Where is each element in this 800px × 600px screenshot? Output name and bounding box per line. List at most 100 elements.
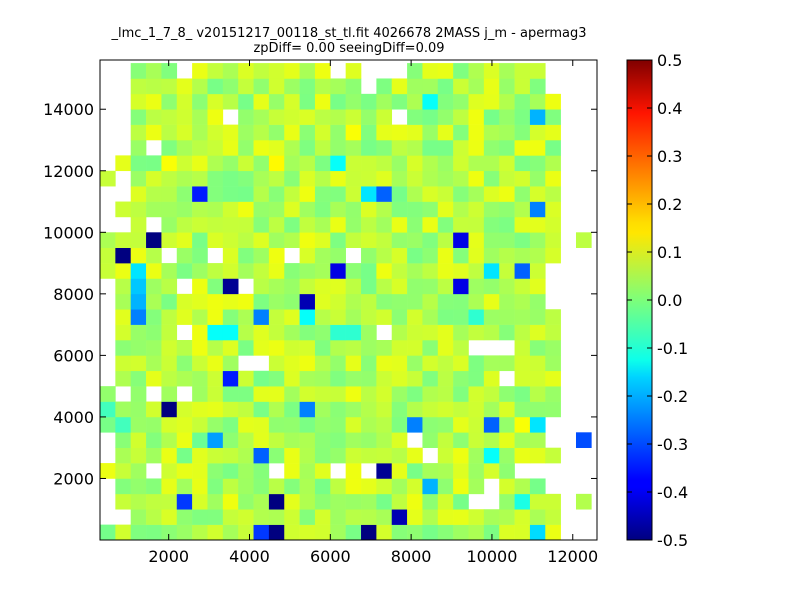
- heatmap-cell: [222, 63, 239, 79]
- heatmap-cell: [115, 293, 131, 310]
- heatmap-cell: [330, 340, 346, 356]
- heatmap-cell: [314, 478, 331, 495]
- heatmap-cell: [222, 447, 239, 464]
- heatmap-cell: [361, 524, 377, 541]
- heatmap-cell: [545, 386, 561, 402]
- heatmap-cell: [483, 63, 500, 79]
- heatmap-cell: [176, 93, 193, 110]
- heatmap-cell: [345, 355, 362, 372]
- heatmap-cell: [115, 463, 131, 479]
- heatmap-cell: [437, 278, 454, 295]
- heatmap-cell: [499, 509, 515, 525]
- heatmap-cell: [330, 278, 346, 295]
- heatmap-cell: [468, 463, 485, 479]
- heatmap-cell: [437, 401, 454, 418]
- heatmap-cell: [514, 186, 531, 202]
- heatmap-cell: [268, 124, 285, 141]
- heatmap-cell: [268, 370, 285, 387]
- heatmap-cell: [499, 93, 515, 110]
- heatmap-cell: [268, 263, 285, 279]
- heatmap-cell: [161, 124, 178, 141]
- heatmap-cell: [422, 186, 439, 202]
- heatmap-cell: [161, 278, 178, 295]
- heatmap-cell: [115, 355, 131, 372]
- heatmap-cell: [407, 447, 423, 464]
- heatmap-cell: [376, 109, 393, 125]
- heatmap-cell: [130, 278, 147, 295]
- heatmap-cell: [499, 263, 515, 279]
- heatmap-cell: [192, 232, 208, 248]
- colorbar-tick-label: -0.2: [657, 387, 688, 406]
- heatmap-cell: [422, 463, 439, 479]
- heatmap-cell: [453, 386, 469, 402]
- heatmap-cell: [192, 355, 208, 372]
- heatmap-cell: [345, 216, 362, 233]
- heatmap-cell: [268, 386, 285, 402]
- heatmap-cell: [299, 309, 316, 325]
- heatmap-cell: [361, 93, 377, 110]
- heatmap-cell: [299, 432, 316, 448]
- heatmap-cell: [284, 232, 300, 248]
- heatmap-cell: [376, 386, 393, 402]
- heatmap-cell: [422, 109, 439, 125]
- heatmap-cell: [437, 263, 454, 279]
- heatmap-cell: [529, 170, 546, 187]
- heatmap-cell: [253, 324, 270, 341]
- heatmap-cell: [238, 401, 254, 418]
- heatmap-cell: [192, 340, 208, 356]
- heatmap-cell: [161, 401, 178, 418]
- heatmap-cell: [238, 478, 254, 495]
- heatmap-cell: [238, 63, 254, 79]
- heatmap-cell: [176, 263, 193, 279]
- heatmap-cell: [146, 263, 162, 279]
- heatmap-cell: [545, 401, 561, 418]
- heatmap-cell: [130, 493, 147, 510]
- heatmap-cell: [284, 309, 300, 325]
- heatmap-cell: [146, 432, 162, 448]
- colorbar-tick-label: 0.3: [657, 147, 682, 166]
- heatmap-cell: [529, 247, 546, 264]
- heatmap-cell: [499, 386, 515, 402]
- heatmap-cell: [437, 124, 454, 141]
- heatmap-cell: [422, 478, 439, 495]
- heatmap-cell: [146, 170, 162, 187]
- heatmap-cell: [330, 93, 346, 110]
- heatmap-cell: [330, 509, 346, 525]
- y-tick-label: 2000: [53, 469, 94, 488]
- chart-title: _lmc_1_7_8_ v20151217_00118_st_tl.fit 40…: [111, 26, 587, 41]
- heatmap-cell: [115, 370, 131, 387]
- heatmap-cell: [453, 232, 469, 248]
- heatmap-cell: [238, 293, 254, 310]
- heatmap-cell: [238, 247, 254, 264]
- heatmap-cell: [176, 447, 193, 464]
- heatmap-cell: [453, 493, 469, 510]
- heatmap-cell: [407, 186, 423, 202]
- heatmap-cell: [176, 401, 193, 418]
- heatmap-cell: [192, 370, 208, 387]
- heatmap-cell: [407, 216, 423, 233]
- heatmap-cell: [176, 340, 193, 356]
- heatmap-cell: [483, 140, 500, 156]
- heatmap-cell: [453, 340, 469, 356]
- heatmap-cell: [268, 186, 285, 202]
- heatmap-cell: [437, 340, 454, 356]
- colorbar-tick-label: -0.3: [657, 435, 688, 454]
- heatmap-cell: [207, 416, 224, 433]
- heatmap-cell: [483, 416, 500, 433]
- heatmap-cell: [437, 155, 454, 172]
- heatmap-cell: [253, 309, 270, 325]
- heatmap-cell: [483, 216, 500, 233]
- heatmap-cell: [514, 293, 531, 310]
- heatmap-cell: [361, 201, 377, 218]
- heatmap-cell: [146, 340, 162, 356]
- colorbar-axis: -0.5 -0.4 -0.3 -0.2 -0.1 0.0 0.1 0.2 0.3 0.4 0.5: [627, 51, 688, 550]
- heatmap-cell: [529, 509, 546, 525]
- heatmap-cell: [514, 93, 531, 110]
- heatmap-cell: [483, 186, 500, 202]
- heatmap-cell: [253, 416, 270, 433]
- heatmap-cell: [453, 186, 469, 202]
- heatmap-cell: [483, 432, 500, 448]
- heatmap-cell: [115, 493, 131, 510]
- heatmap-cell: [330, 155, 346, 172]
- heatmap-cell: [468, 247, 485, 264]
